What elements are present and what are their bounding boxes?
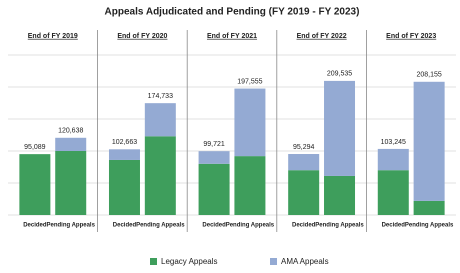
bar-segment: [324, 80, 356, 176]
bar-segment: [288, 170, 320, 215]
group-label: End of FY 2019: [28, 33, 78, 40]
bar-segment: [19, 154, 51, 215]
legend-label: AMA Appeals: [281, 257, 329, 266]
bar-segment: [413, 81, 445, 201]
bar-segment: [55, 151, 87, 215]
bar-segment: [413, 200, 445, 215]
bar-segment: [234, 156, 266, 215]
total-label: 95,294: [293, 144, 315, 151]
bar-segment: [377, 148, 409, 171]
bar-segment: [144, 136, 176, 215]
x-tick-label: Pending Appeals: [405, 223, 454, 229]
x-tick-label: Decided: [202, 223, 226, 229]
total-label: 208,155: [416, 72, 441, 79]
bar-segment: [144, 103, 176, 137]
bar-segment: [108, 159, 140, 215]
x-tick-label: Pending Appeals: [136, 223, 185, 229]
legend-swatch: [150, 258, 157, 265]
x-tick-label: Pending Appeals: [315, 223, 364, 229]
total-label: 209,535: [327, 71, 352, 78]
group-label: End of FY 2023: [386, 33, 436, 40]
legend-swatch: [270, 258, 277, 265]
group-label: End of FY 2020: [117, 33, 167, 40]
x-tick-label: Decided: [382, 223, 406, 229]
total-label: 102,663: [112, 139, 137, 146]
total-label: 174,733: [148, 93, 173, 100]
bar-segment: [377, 170, 409, 215]
total-label: 99,721: [203, 141, 225, 148]
chart-title: Appeals Adjudicated and Pending (FY 2019…: [105, 7, 360, 18]
bar-segment: [288, 154, 320, 171]
bar-segment: [234, 88, 266, 157]
bar-segment: [324, 175, 356, 215]
x-tick-label: Pending Appeals: [46, 223, 95, 229]
x-tick-label: Pending Appeals: [226, 223, 275, 229]
total-label: 197,555: [237, 78, 262, 85]
bar-segment: [198, 151, 230, 164]
total-label: 120,638: [58, 128, 83, 135]
group-label: End of FY 2021: [207, 33, 257, 40]
total-label: 95,089: [24, 144, 46, 151]
x-tick-label: Decided: [292, 223, 316, 229]
total-label: 103,245: [381, 139, 406, 146]
bar-segment: [55, 137, 87, 151]
legend-label: Legacy Appeals: [161, 257, 218, 266]
group-label: End of FY 2022: [297, 33, 347, 40]
x-tick-label: Decided: [113, 223, 137, 229]
bar-segment: [198, 163, 230, 215]
bar-segment: [108, 149, 140, 160]
x-tick-label: Decided: [23, 223, 47, 229]
